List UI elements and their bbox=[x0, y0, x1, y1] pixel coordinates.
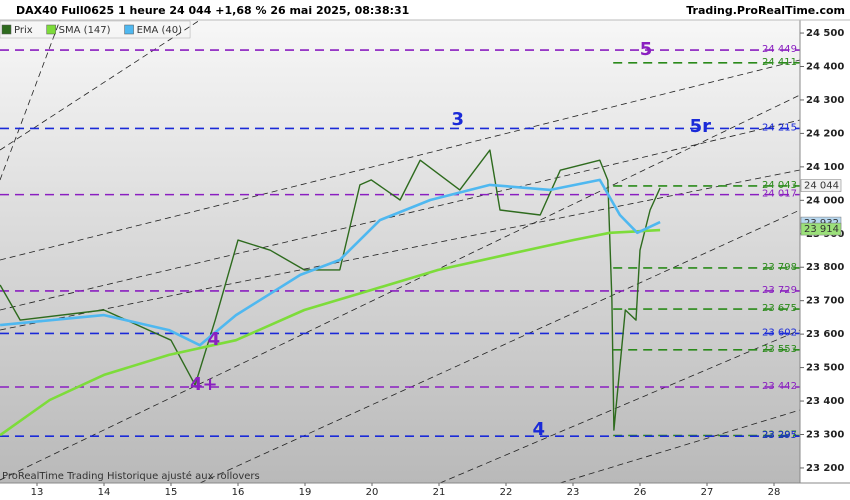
y-tick-label: 23 300 bbox=[806, 429, 844, 440]
level-label: 24 449 bbox=[762, 44, 797, 55]
series-line bbox=[0, 178, 661, 347]
wave-label: 3 bbox=[451, 109, 464, 130]
level-label: 23 798 bbox=[762, 262, 797, 273]
trend-line bbox=[0, 119, 800, 311]
level-label: 23 295 bbox=[762, 430, 797, 441]
wave-label: 4+ bbox=[190, 374, 218, 395]
wave-label: 5r bbox=[690, 116, 712, 137]
y-tick-label: 23 800 bbox=[806, 262, 844, 273]
price-tag-label: 23 914 bbox=[804, 224, 839, 235]
y-tick-label: 23 500 bbox=[806, 363, 844, 374]
x-tick-label: 19 bbox=[299, 487, 312, 498]
level-label: 23 602 bbox=[762, 327, 797, 338]
y-tick-label: 23 400 bbox=[806, 396, 844, 407]
series-line bbox=[0, 228, 661, 437]
y-tick-label: 24 500 bbox=[806, 28, 844, 39]
x-tick-label: 14 bbox=[98, 487, 111, 498]
x-tick-label: 13 bbox=[31, 487, 44, 498]
x-tick-label: 26 bbox=[634, 487, 647, 498]
level-label: 24 215 bbox=[762, 122, 797, 133]
price-tag-label: 24 044 bbox=[804, 181, 839, 192]
x-tick-label: 20 bbox=[366, 487, 379, 498]
level-label: 24 017 bbox=[762, 189, 797, 200]
wave-label: 4 bbox=[533, 419, 546, 440]
layer bbox=[0, 49, 800, 437]
legend-swatch bbox=[1, 24, 12, 35]
wave-label: 4 bbox=[208, 329, 221, 350]
price-tag bbox=[800, 222, 842, 236]
trend-line bbox=[0, 59, 800, 261]
legend-label: SMA (147) bbox=[59, 25, 111, 36]
x-tick-label: 27 bbox=[701, 487, 714, 498]
price-tag bbox=[800, 179, 842, 192]
y-tick-label: 23 600 bbox=[806, 329, 844, 340]
trend-lines bbox=[0, 20, 800, 483]
level-label: 23 553 bbox=[762, 344, 797, 355]
y-tick-label: 24 100 bbox=[806, 162, 844, 173]
legend-swatch bbox=[124, 24, 134, 35]
y-tick-label: 24 200 bbox=[806, 128, 844, 139]
y-tick-label: 24 400 bbox=[806, 62, 844, 73]
y-tick-label: 24 300 bbox=[806, 95, 844, 106]
level-label: 23 297 bbox=[762, 429, 797, 440]
y-tick-label: 23 200 bbox=[806, 463, 844, 474]
trend-line bbox=[559, 409, 800, 483]
x-tick-label: 15 bbox=[165, 487, 178, 498]
level-label: 23 729 bbox=[762, 285, 797, 296]
y-tick-label: 23 700 bbox=[806, 296, 844, 307]
trend-line bbox=[0, 169, 800, 331]
plot-area bbox=[0, 20, 800, 483]
x-tick-label: 23 bbox=[567, 487, 580, 498]
x-tick-label: 21 bbox=[433, 487, 446, 498]
plot-layer bbox=[0, 49, 800, 437]
source: Trading.ProRealTime.com bbox=[686, 4, 845, 17]
y-tick-label: 24 000 bbox=[806, 195, 844, 206]
trend-line bbox=[0, 20, 61, 181]
legend-label: Prix bbox=[14, 25, 33, 36]
trend-line bbox=[0, 94, 800, 481]
legend-frame bbox=[0, 20, 191, 39]
level-label: 23 675 bbox=[762, 303, 797, 314]
footer: ProRealTime Trading Historique ajusté au… bbox=[2, 470, 260, 482]
legend-label: EMA (40) bbox=[137, 25, 183, 36]
level-label: 23 442 bbox=[762, 381, 797, 392]
legend-swatch bbox=[46, 24, 56, 35]
x-tick-label: 22 bbox=[500, 487, 513, 498]
level-label: 24 043 bbox=[762, 180, 797, 191]
trend-line bbox=[439, 329, 800, 483]
level-label: 24 411 bbox=[762, 57, 797, 68]
chart-title: DAX40 Full0625 1 heure 24 044 +1,68 % 26… bbox=[16, 4, 409, 17]
series-line bbox=[0, 149, 661, 431]
x-tick-label: 16 bbox=[232, 487, 245, 498]
x-tick-label: 28 bbox=[768, 487, 781, 498]
wave-label: 5 bbox=[640, 39, 653, 60]
